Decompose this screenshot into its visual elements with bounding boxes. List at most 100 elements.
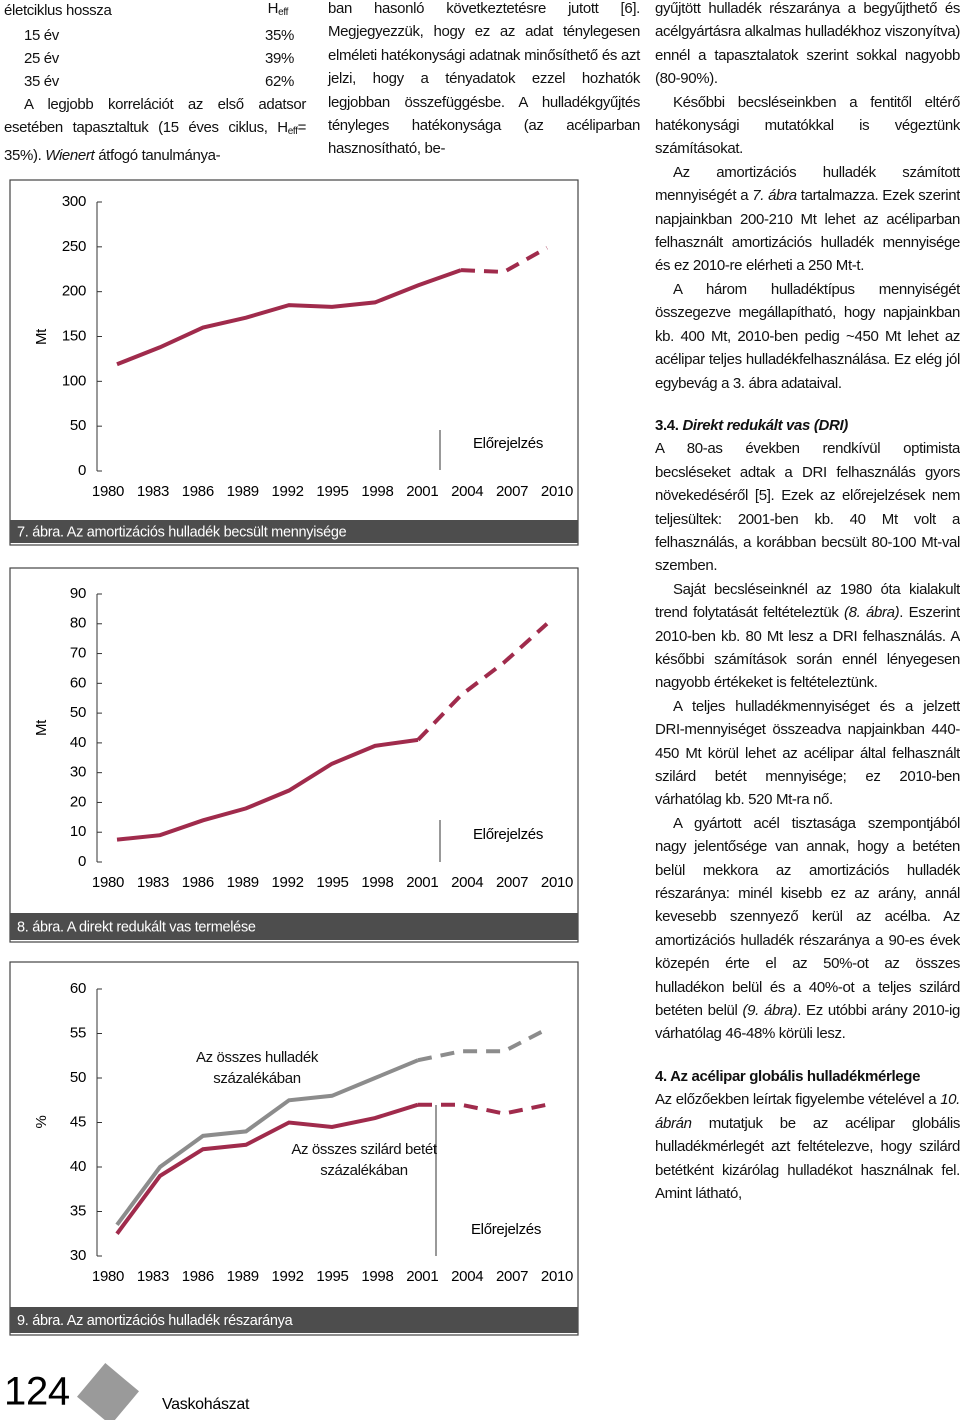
y-tick-label: 50 (70, 704, 86, 721)
heading: 4. Az acélipar globális hulladékmérlege (655, 1065, 960, 1088)
x-tick-label: 1983 (137, 483, 169, 500)
paragraph: ban hasonló következtetésre jutott [6]. … (328, 0, 640, 161)
forecast-annotation: Előrejelzés (473, 435, 543, 452)
text-run: 7. ábra (752, 187, 797, 205)
x-tick-label: 1983 (137, 1268, 169, 1285)
y-tick-label: 100 (62, 372, 86, 389)
text-run: Az előzőekben leírtak figyelembe vételév… (655, 1091, 941, 1109)
text-run: Későbbi becsléseinkben a fentitől eltérő… (655, 93, 960, 158)
x-tick-label: 1995 (316, 483, 348, 500)
x-tick-label: 1986 (182, 483, 214, 500)
x-tick-label: 2004 (451, 483, 483, 500)
x-tick-label: 2001 (406, 874, 438, 891)
text-run: A legjobb korrelációt az első adatsor es… (4, 96, 306, 137)
series-label: Az összes hulladék százalékában (195, 1049, 319, 1087)
y-tick-label: 30 (70, 1247, 86, 1264)
table-row: 25 év 39% (4, 47, 294, 70)
text-run: . Eszerint 2010-ben kb. 80 Mt lesz a DRI… (655, 604, 960, 692)
table-row: 15 év 35% (4, 24, 294, 47)
header-cell: Heff (232, 0, 294, 24)
header-cell: életciklus hossza (4, 2, 112, 19)
y-tick-label: 60 (70, 674, 86, 691)
text-run: tartalmazza. Ezek szerint napjainkban 20… (655, 187, 960, 275)
paragraph: Az amortizációs hulladék számított menny… (655, 161, 960, 278)
x-tick-label: 2001 (406, 483, 438, 500)
x-tick-label: 2010 (541, 1268, 573, 1285)
y-tick-label: 300 (62, 193, 86, 210)
table-cell: 39% (265, 50, 294, 67)
text-run: 4. Az acélipar globális hulladékmérlege (655, 1067, 921, 1085)
x-tick-label: 1992 (272, 1268, 304, 1285)
text-run: mutatjuk be az acélipar globális hulladé… (655, 1114, 960, 1202)
x-tick-label: 2007 (496, 874, 528, 891)
y-tick-label: 80 (70, 615, 86, 632)
x-tick-label: 1980 (92, 874, 124, 891)
x-tick-label: 2010 (541, 874, 573, 891)
x-tick-label: 1995 (316, 874, 348, 891)
figure-frame (9, 179, 579, 546)
heading: 3.4. Direkt redukált vas (DRI) (655, 414, 960, 437)
x-tick-label: 1998 (361, 874, 393, 891)
caption-bar (10, 913, 578, 940)
page-number: 124 (4, 1370, 70, 1414)
text-run: (8. ábra) (844, 604, 900, 622)
table-cell: 35 év (24, 73, 59, 90)
caption-bar (10, 1307, 578, 1333)
text-run: 10. ábrán (655, 1091, 960, 1132)
text-run: = 35%). (4, 119, 306, 164)
subscript: eff (278, 7, 288, 18)
continuation: Az előzőekben leírtak figyelembe vételév… (655, 1088, 960, 1205)
x-tick-label: 1989 (227, 874, 259, 891)
x-tick-label: 1983 (137, 874, 169, 891)
y-tick-label: 30 (70, 764, 86, 781)
figure-frame (9, 567, 579, 943)
continuation: A 80-as években rendkívül optimista becs… (655, 437, 960, 577)
paragraph: A három hulladéktípus mennyiségét összeg… (655, 278, 960, 395)
forecast-line (460, 245, 548, 274)
forecast-line (416, 622, 549, 742)
logo (77, 1363, 139, 1420)
forecast-annotation: Előrejelzés (471, 1221, 541, 1238)
text-run: A gyártott acél tisztasága szempontjából… (655, 814, 960, 1020)
figure-caption: 8. ábra. A direkt redukált vas termelése (17, 919, 256, 935)
paragraph: A gyártott acél tisztasága szempontjából… (655, 812, 960, 1046)
x-tick-label: 1989 (227, 483, 259, 500)
paragraph: Saját becsléseinknél az 1980 óta kialaku… (655, 578, 960, 695)
x-tick-label: 1989 (227, 1268, 259, 1285)
x-tick-label: 1992 (272, 874, 304, 891)
forecast-line (418, 1102, 548, 1116)
text-run: Direkt redukált vas (DRI) (682, 416, 848, 434)
forecast-annotation: Előrejelzés (473, 826, 543, 843)
text-run: Wienert (45, 146, 95, 164)
figure-caption: 7. ábra. Az amortizációs hulladék becsül… (17, 524, 347, 540)
text-run: A 80-as években rendkívül optimista becs… (655, 440, 960, 575)
y-tick-label: 70 (70, 645, 86, 662)
y-tick-label: 50 (70, 417, 86, 434)
x-tick-label: 1992 (272, 483, 304, 500)
data-line (116, 268, 462, 367)
table-cell: 35% (265, 27, 294, 44)
middle-column: ban hasonló következtetésre jutott [6]. … (328, 0, 640, 161)
table-cell: 15 év (24, 27, 59, 44)
text-run: . Ez utóbbi arány 2010-ig várhatólag 46-… (655, 1002, 960, 1043)
y-tick-label: 0 (78, 462, 86, 479)
text-run: Saját becsléseinknél az 1980 óta kialaku… (655, 580, 960, 622)
x-tick-label: 2007 (496, 483, 528, 500)
paragraph: A teljes hulladékmennyiséget és a jelzet… (655, 695, 960, 812)
table-cell: 25 év (24, 50, 59, 67)
text-run: gyűjtött hulladék részaránya a begyűjthe… (655, 0, 960, 88)
y-tick-label: 50 (70, 1069, 86, 1086)
text-run: 3.4. (655, 416, 683, 434)
y-tick-label: 45 (70, 1113, 86, 1130)
table-header: életciklus hossza Heff (4, 0, 294, 24)
x-tick-label: 1998 (361, 483, 393, 500)
y-tick-label: 20 (70, 793, 86, 810)
y-tick-label: 0 (78, 853, 86, 870)
y-axis-label: % (33, 1115, 50, 1128)
figure-caption: 9. ábra. Az amortizációs hulladék részar… (17, 1313, 294, 1329)
caption-bar (10, 520, 578, 543)
text-run: átfogó tanulmánya- (94, 146, 221, 164)
right-column: gyűjtött hulladék részaránya a begyűjthe… (655, 0, 960, 1205)
x-tick-label: 1998 (361, 1268, 393, 1285)
